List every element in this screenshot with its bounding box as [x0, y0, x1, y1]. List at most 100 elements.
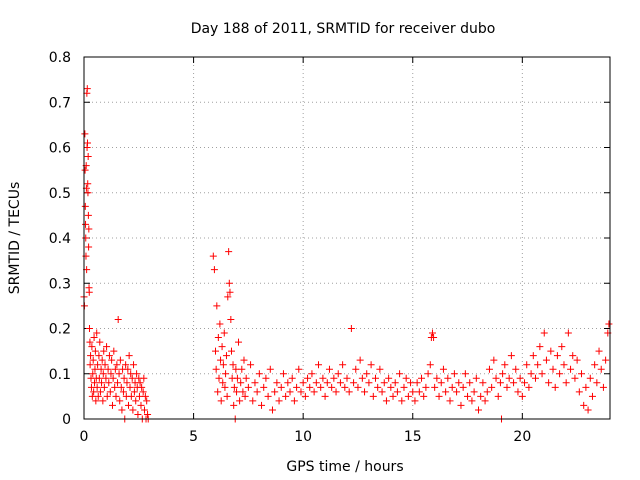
data-point — [127, 370, 135, 378]
data-point — [227, 315, 235, 323]
data-point — [536, 343, 544, 351]
y-tick-label: 0.5 — [49, 186, 71, 202]
data-point — [580, 401, 588, 409]
data-point — [516, 374, 524, 382]
data-point — [94, 392, 102, 400]
data-point — [251, 379, 259, 387]
data-point — [282, 392, 290, 400]
x-tick-label: 15 — [404, 429, 422, 445]
data-point — [141, 392, 149, 400]
data-point — [130, 388, 138, 396]
data-point — [111, 383, 119, 391]
data-point — [431, 383, 439, 391]
data-point — [582, 383, 590, 391]
y-tick-label: 0.8 — [49, 50, 71, 66]
data-point — [295, 365, 303, 373]
data-point — [551, 383, 559, 391]
data-point — [391, 379, 399, 387]
x-tick-label: 0 — [80, 429, 89, 445]
data-point — [341, 383, 349, 391]
data-point — [479, 379, 487, 387]
data-point — [538, 370, 546, 378]
data-point — [86, 361, 94, 369]
data-point — [277, 383, 285, 391]
data-point — [244, 383, 252, 391]
data-point — [361, 388, 369, 396]
y-tick-label: 0.3 — [49, 276, 71, 292]
data-point — [393, 388, 401, 396]
data-point — [135, 392, 143, 400]
data-point — [308, 370, 316, 378]
data-point — [279, 370, 287, 378]
data-point — [450, 370, 458, 378]
data-point — [108, 401, 116, 409]
data-point — [420, 392, 428, 400]
data-point — [494, 392, 502, 400]
data-point — [128, 374, 136, 382]
data-point — [249, 397, 257, 405]
data-point — [99, 370, 107, 378]
data-point — [102, 374, 110, 382]
data-point — [411, 397, 419, 405]
data-point — [310, 388, 318, 396]
data-point — [558, 343, 566, 351]
data-point — [597, 365, 605, 373]
data-point — [114, 315, 122, 323]
data-point — [139, 388, 147, 396]
data-point — [99, 397, 107, 405]
data-point — [422, 383, 430, 391]
data-point — [542, 356, 550, 364]
data-point — [553, 352, 561, 360]
data-point — [525, 383, 533, 391]
data-point — [306, 383, 314, 391]
data-point — [430, 334, 438, 342]
data-point — [84, 180, 92, 188]
data-point — [466, 379, 474, 387]
data-point — [103, 392, 111, 400]
data-point — [219, 379, 227, 387]
data-point — [86, 338, 94, 346]
data-point — [402, 374, 410, 382]
data-point — [328, 383, 336, 391]
data-point — [507, 352, 515, 360]
data-point — [111, 365, 119, 373]
data-point — [459, 383, 467, 391]
data-point — [81, 166, 89, 174]
data-point — [87, 352, 95, 360]
data-point — [233, 388, 241, 396]
data-point — [123, 379, 131, 387]
data-point — [104, 365, 112, 373]
data-point — [227, 347, 235, 355]
data-point — [96, 338, 104, 346]
data-point — [226, 288, 234, 296]
data-point — [114, 379, 122, 387]
data-point — [258, 401, 266, 409]
data-point — [387, 383, 395, 391]
data-point — [334, 370, 342, 378]
y-tick-label: 0.2 — [49, 322, 71, 338]
data-point — [424, 370, 432, 378]
data-point — [564, 329, 572, 337]
data-point — [238, 365, 246, 373]
y-tick-label: 0 — [62, 412, 71, 428]
data-point — [126, 383, 134, 391]
x-axis-title: GPS time / hours — [286, 459, 403, 475]
data-point — [453, 388, 461, 396]
data-point — [112, 392, 120, 400]
data-point — [212, 365, 220, 373]
data-point — [81, 202, 89, 210]
data-point — [354, 383, 362, 391]
data-point — [540, 329, 548, 337]
data-point — [477, 392, 485, 400]
data-point — [293, 383, 301, 391]
data-point — [605, 320, 613, 328]
data-point — [108, 356, 116, 364]
data-point — [367, 361, 375, 369]
data-point — [483, 388, 491, 396]
data-point — [210, 266, 218, 274]
data-point — [91, 365, 99, 373]
data-point — [518, 392, 526, 400]
data-point — [593, 379, 601, 387]
data-point — [317, 383, 325, 391]
data-point — [468, 397, 476, 405]
